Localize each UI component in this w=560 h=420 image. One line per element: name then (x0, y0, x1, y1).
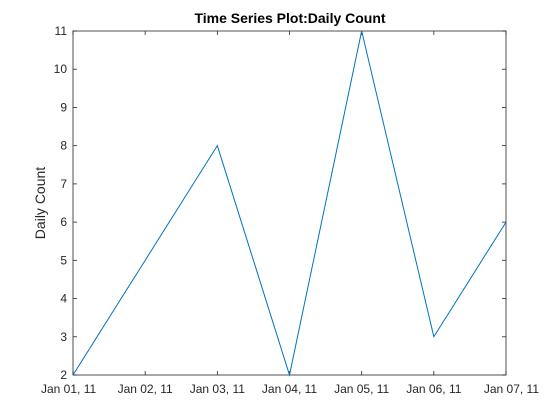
y-tick-label: 4 (60, 292, 67, 306)
y-axis: 2 3 4 5 6 7 8 9 10 11 (54, 24, 506, 382)
y-tick-label: 5 (60, 253, 67, 267)
x-tick-label: Jan 01, 11 (41, 382, 96, 396)
y-axis-label: Daily Count (32, 167, 48, 239)
y-tick-label: 6 (60, 215, 67, 229)
y-tick-label: 8 (60, 139, 67, 153)
y-tick-label: 11 (55, 24, 68, 38)
series-line (73, 31, 506, 375)
y-tick-label: 2 (60, 368, 67, 382)
x-tick-label: Jan 06, 11 (406, 382, 461, 396)
y-tick-label: 10 (54, 62, 68, 76)
y-tick-label: 9 (60, 100, 67, 114)
series-group (73, 31, 506, 375)
x-tick-label: Jan 02, 11 (118, 382, 173, 396)
x-tick-label: Jan 07, 11 (484, 382, 539, 396)
x-tick-label: Jan 05, 11 (334, 382, 389, 396)
plot-area-box (73, 31, 506, 375)
y-tick-label: 7 (60, 177, 67, 191)
chart-title: Time Series Plot:Daily Count (194, 10, 385, 26)
y-tick-label: 3 (60, 330, 67, 344)
x-axis: Jan 01, 11 Jan 02, 11 Jan 03, 11 Jan 04, 11… (41, 31, 539, 396)
x-tick-label: Jan 03, 11 (190, 382, 245, 396)
x-tick-label: Jan 04, 11 (262, 382, 317, 396)
